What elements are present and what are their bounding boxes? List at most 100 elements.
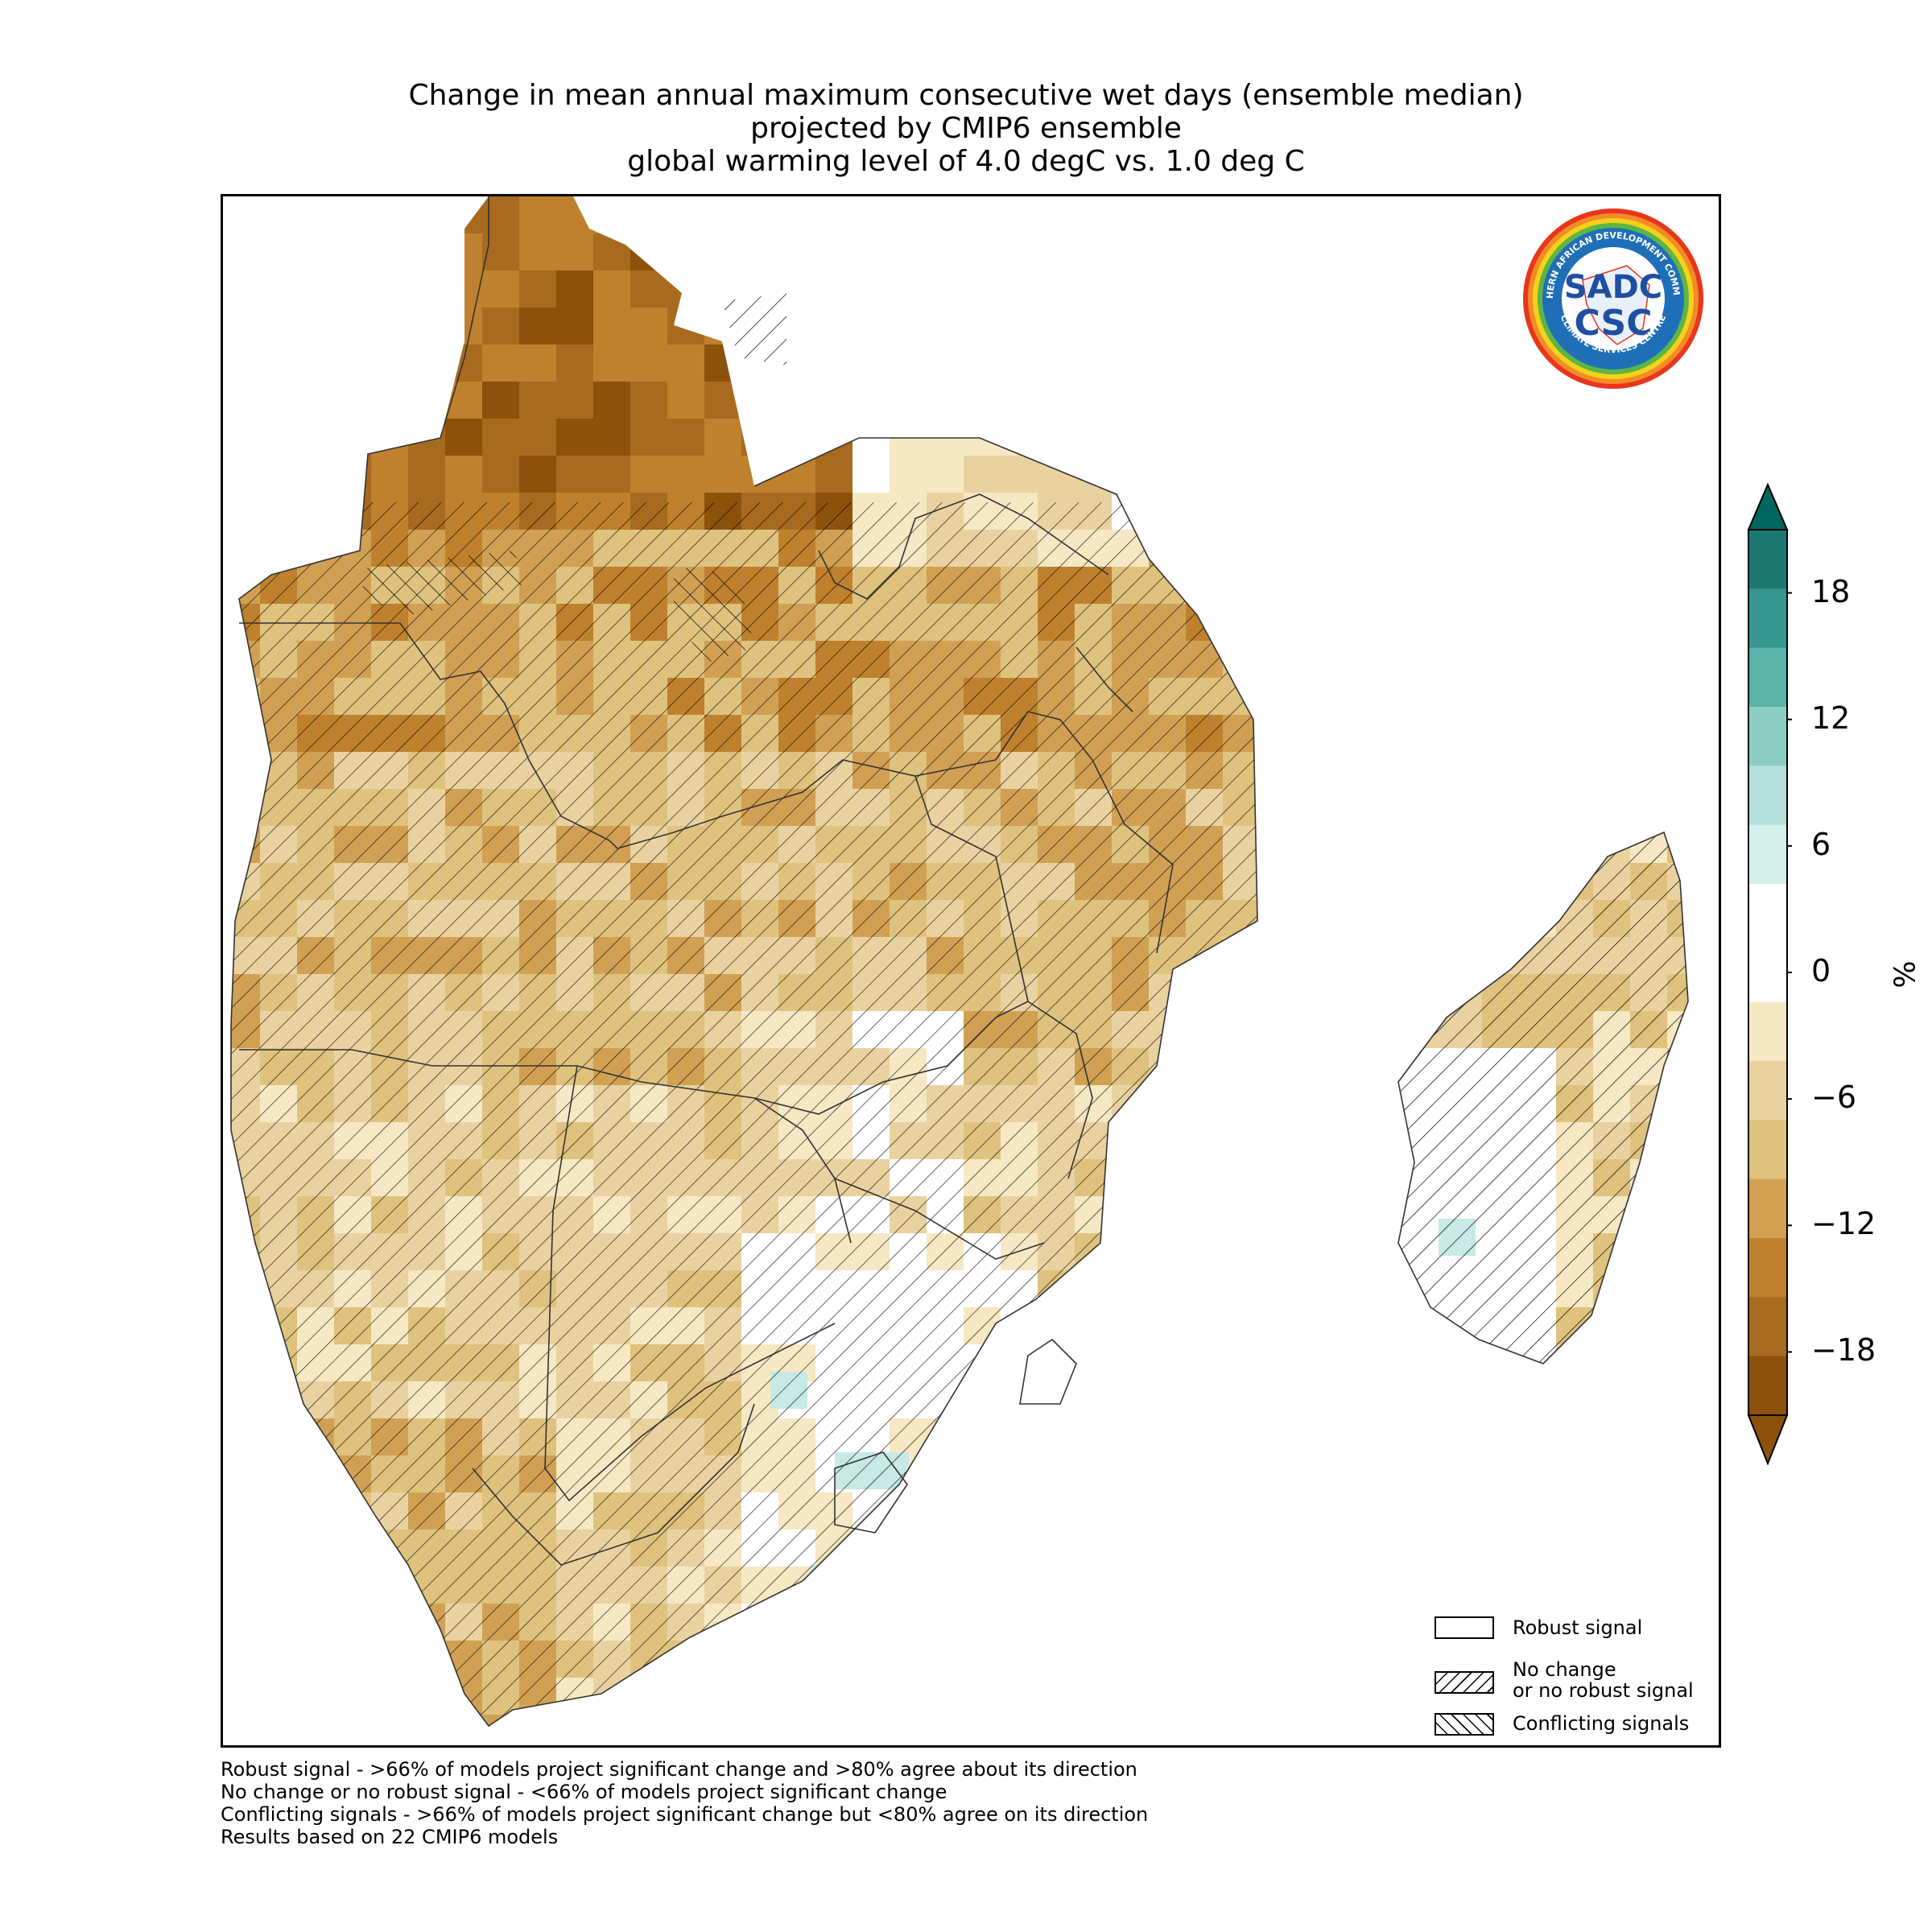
grid-cell (1445, 345, 1483, 382)
grid-cell (1001, 345, 1038, 382)
grid-cell (371, 1567, 409, 1604)
grid-cell (1334, 419, 1372, 456)
grid-cell (1704, 196, 1719, 234)
grid-cell (593, 196, 631, 234)
grid-cell (815, 270, 853, 308)
grid-cell (1519, 1381, 1557, 1419)
grid-cell (1630, 419, 1668, 456)
grid-cell (1482, 863, 1520, 901)
grid-cell (1667, 1307, 1688, 1345)
grid-cell (1704, 826, 1719, 864)
grid-cell (1223, 1122, 1257, 1160)
grid-cell (1667, 604, 1705, 642)
grid-cell (1630, 1307, 1668, 1345)
legend-label-no-change-2: or no robust signal (1513, 1679, 1694, 1702)
grid-cell (1704, 419, 1719, 456)
grid-cell (1334, 641, 1372, 679)
grid-cell (482, 196, 520, 234)
grid-cell (667, 270, 705, 308)
grid-cell (1186, 1567, 1224, 1604)
grid-cell (890, 345, 927, 382)
grid-cell (1334, 900, 1372, 938)
grid-cell (1149, 530, 1187, 568)
grid-cell (1408, 1455, 1446, 1493)
grid-cell (1075, 1455, 1113, 1493)
grid-cell (1149, 270, 1187, 308)
grid-cell (1556, 604, 1594, 642)
grid-cell (1223, 456, 1257, 493)
legend-label-no-change-1: No change (1513, 1658, 1616, 1681)
grid-cell (1186, 270, 1224, 308)
grid-cell (1593, 1455, 1631, 1493)
grid-cell (334, 345, 372, 382)
grid-cell (1704, 1344, 1719, 1382)
grid-cell (1704, 1011, 1719, 1049)
grid-cell (890, 270, 927, 308)
grid-cell (1223, 1641, 1257, 1678)
grid-cell (1408, 345, 1446, 382)
grid-cell (1223, 1604, 1257, 1641)
grid-cell (1445, 641, 1483, 679)
grid-cell (1334, 493, 1372, 530)
grid-cell (1667, 752, 1705, 790)
grid-cell (1593, 1567, 1631, 1604)
grid-cell (231, 715, 261, 753)
grid-cell (1038, 196, 1075, 234)
grid-cell (1075, 308, 1113, 345)
grid-cell (1334, 1641, 1372, 1678)
grid-cell (482, 419, 520, 456)
grid-cell (1371, 1455, 1409, 1493)
colorbar-extend-low (1747, 1414, 1789, 1465)
grid-cell (1038, 1418, 1075, 1456)
grid-cell (1001, 233, 1038, 271)
grid-cell (1371, 752, 1409, 790)
grid-cell (1297, 233, 1335, 271)
grid-cell (1297, 715, 1335, 753)
grid-cell (1334, 456, 1372, 493)
grid-cell (556, 382, 594, 419)
grid-cell (1334, 1122, 1372, 1160)
grid-cell (852, 308, 890, 345)
grid-cell (667, 1715, 705, 1726)
grid-cell (1334, 1418, 1372, 1456)
grid-cell (630, 345, 668, 382)
grid-cell (371, 1604, 409, 1641)
grid-cell (1223, 1159, 1257, 1197)
sadc-csc-logo: SADC CSC SOUTHERN AFRICAN DEVELOPMENT CO… (1522, 208, 1703, 389)
grid-cell (1149, 419, 1187, 456)
colorbar-tick-label: 12 (1811, 700, 1851, 736)
grid-cell (1260, 1530, 1298, 1567)
grid-cell (1704, 1492, 1719, 1530)
grid-cell (1186, 974, 1224, 1012)
grid-cell (556, 270, 594, 308)
grid-cell (1630, 493, 1668, 530)
grid-cell (1556, 1530, 1594, 1567)
grid-cell (1519, 789, 1557, 827)
chart-title: Change in mean annual maximum consecutiv… (217, 79, 1715, 178)
grid-cell (260, 308, 298, 345)
grid-cell (1667, 1381, 1705, 1419)
grid-cell (1556, 715, 1594, 753)
grid-cell (1630, 1196, 1668, 1234)
grid-cell (1149, 1530, 1187, 1567)
grid-cell (1223, 1418, 1257, 1456)
grid-cell (1630, 1270, 1668, 1308)
grid-cell (667, 382, 705, 419)
grid-cell (890, 196, 927, 234)
grid-cell (1482, 270, 1520, 308)
grid-cell (815, 233, 853, 271)
colorbar-segment (1748, 1120, 1787, 1180)
grid-cell (964, 1678, 1001, 1715)
grid-cell (334, 1715, 372, 1726)
grid-cell (1112, 419, 1150, 456)
grid-cell (1704, 1085, 1719, 1123)
grid-cell (1001, 1492, 1038, 1530)
grid-cell (1704, 1233, 1719, 1271)
grid-cell (1260, 937, 1298, 975)
grid-cell (1260, 419, 1298, 456)
colorbar (1747, 483, 1792, 1465)
grid-cell (1334, 233, 1372, 271)
grid-cell (1667, 1344, 1705, 1382)
grid-cell (445, 456, 483, 493)
grid-cell (1704, 1048, 1719, 1086)
